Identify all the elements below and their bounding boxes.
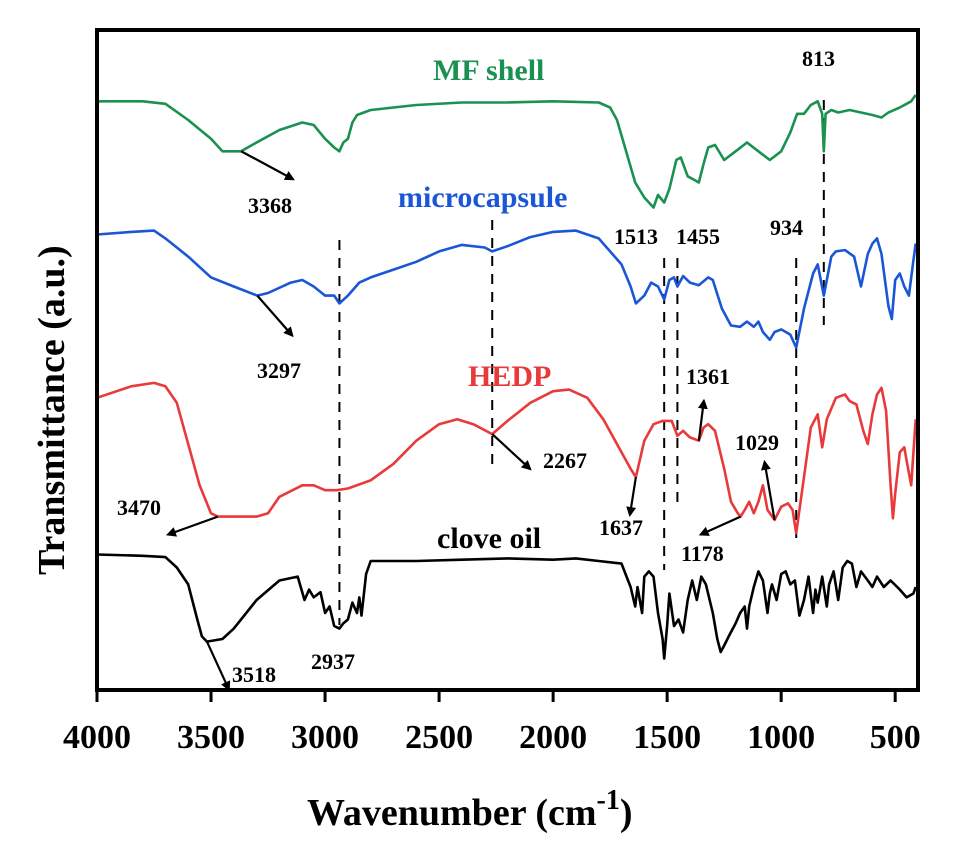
x-tick-label-1000: 1000 (747, 719, 815, 756)
annotation-label-3470: 3470 (117, 495, 161, 520)
x-tick-label-1500: 1500 (633, 719, 701, 756)
annotation-arrow-3368 (240, 150, 295, 181)
x-axis-title: Wavenumber (cm-1) (307, 785, 633, 834)
y-axis-title: Transmittance (a.u.) (31, 245, 73, 575)
annotation-arrow-3297 (256, 294, 294, 338)
annotation-arrow-1178 (698, 515, 742, 536)
annotation-label-3518: 3518 (232, 662, 276, 687)
annotation-arrow-1637 (626, 476, 637, 517)
annotation-arrow-1361 (697, 398, 708, 441)
series-layer (96, 94, 917, 660)
x-axis-title-superscript: -1 (597, 785, 620, 816)
annotation-label-1029: 1029 (735, 430, 779, 455)
series-line-clove-oil (96, 553, 917, 660)
plot-frame (95, 28, 920, 692)
x-tick-label-3000: 3000 (291, 719, 359, 756)
annotation-arrow-2267 (491, 433, 532, 471)
annotation-label-2937: 2937 (311, 649, 355, 674)
annotation-layer: 3368 813 1513 1455 934 3297 3470 2267 1637 1361 10… (117, 46, 835, 692)
x-tick-label-3500: 3500 (177, 719, 245, 756)
series-label-mf-shell: MF shell (433, 54, 544, 87)
x-tick-label-2500: 2500 (405, 719, 473, 756)
x-tick-label-2000: 2000 (519, 719, 587, 756)
annotation-label-3368: 3368 (248, 193, 292, 218)
annotation-label-934: 934 (770, 215, 803, 240)
series-label-hedp: HEDP (468, 360, 551, 393)
annotation-label-3297: 3297 (257, 358, 301, 383)
annotation-label-2267: 2267 (543, 448, 587, 473)
series-line-mf-shell (97, 94, 917, 209)
annotation-label-1361: 1361 (686, 364, 730, 389)
series-label-microcapsule: microcapsule (398, 181, 567, 214)
x-tick-label-4000: 4000 (63, 719, 131, 756)
annotation-label-1637: 1637 (599, 515, 643, 540)
series-line-microcapsule (96, 229, 917, 349)
series-label-clove-oil: clove oil (437, 522, 541, 555)
annotation-label-813: 813 (802, 46, 835, 71)
x-axis-ticks: 4000 3500 3000 2500 2000 1500 1000 500 (63, 690, 921, 756)
series-line-hedp (96, 381, 917, 535)
x-tick-label-500: 500 (870, 719, 921, 756)
x-axis-title-suffix: ) (620, 792, 633, 834)
annotation-arrow-3470 (165, 515, 219, 537)
annotation-label-1455: 1455 (676, 224, 720, 249)
annotation-arrow-3518 (205, 641, 231, 692)
reference-lines (338, 100, 825, 625)
x-axis-title-main: Wavenumber (cm (307, 792, 597, 834)
annotation-label-1513: 1513 (614, 224, 658, 249)
annotation-label-1178: 1178 (681, 541, 724, 566)
annotation-arrow-1029 (760, 459, 776, 521)
